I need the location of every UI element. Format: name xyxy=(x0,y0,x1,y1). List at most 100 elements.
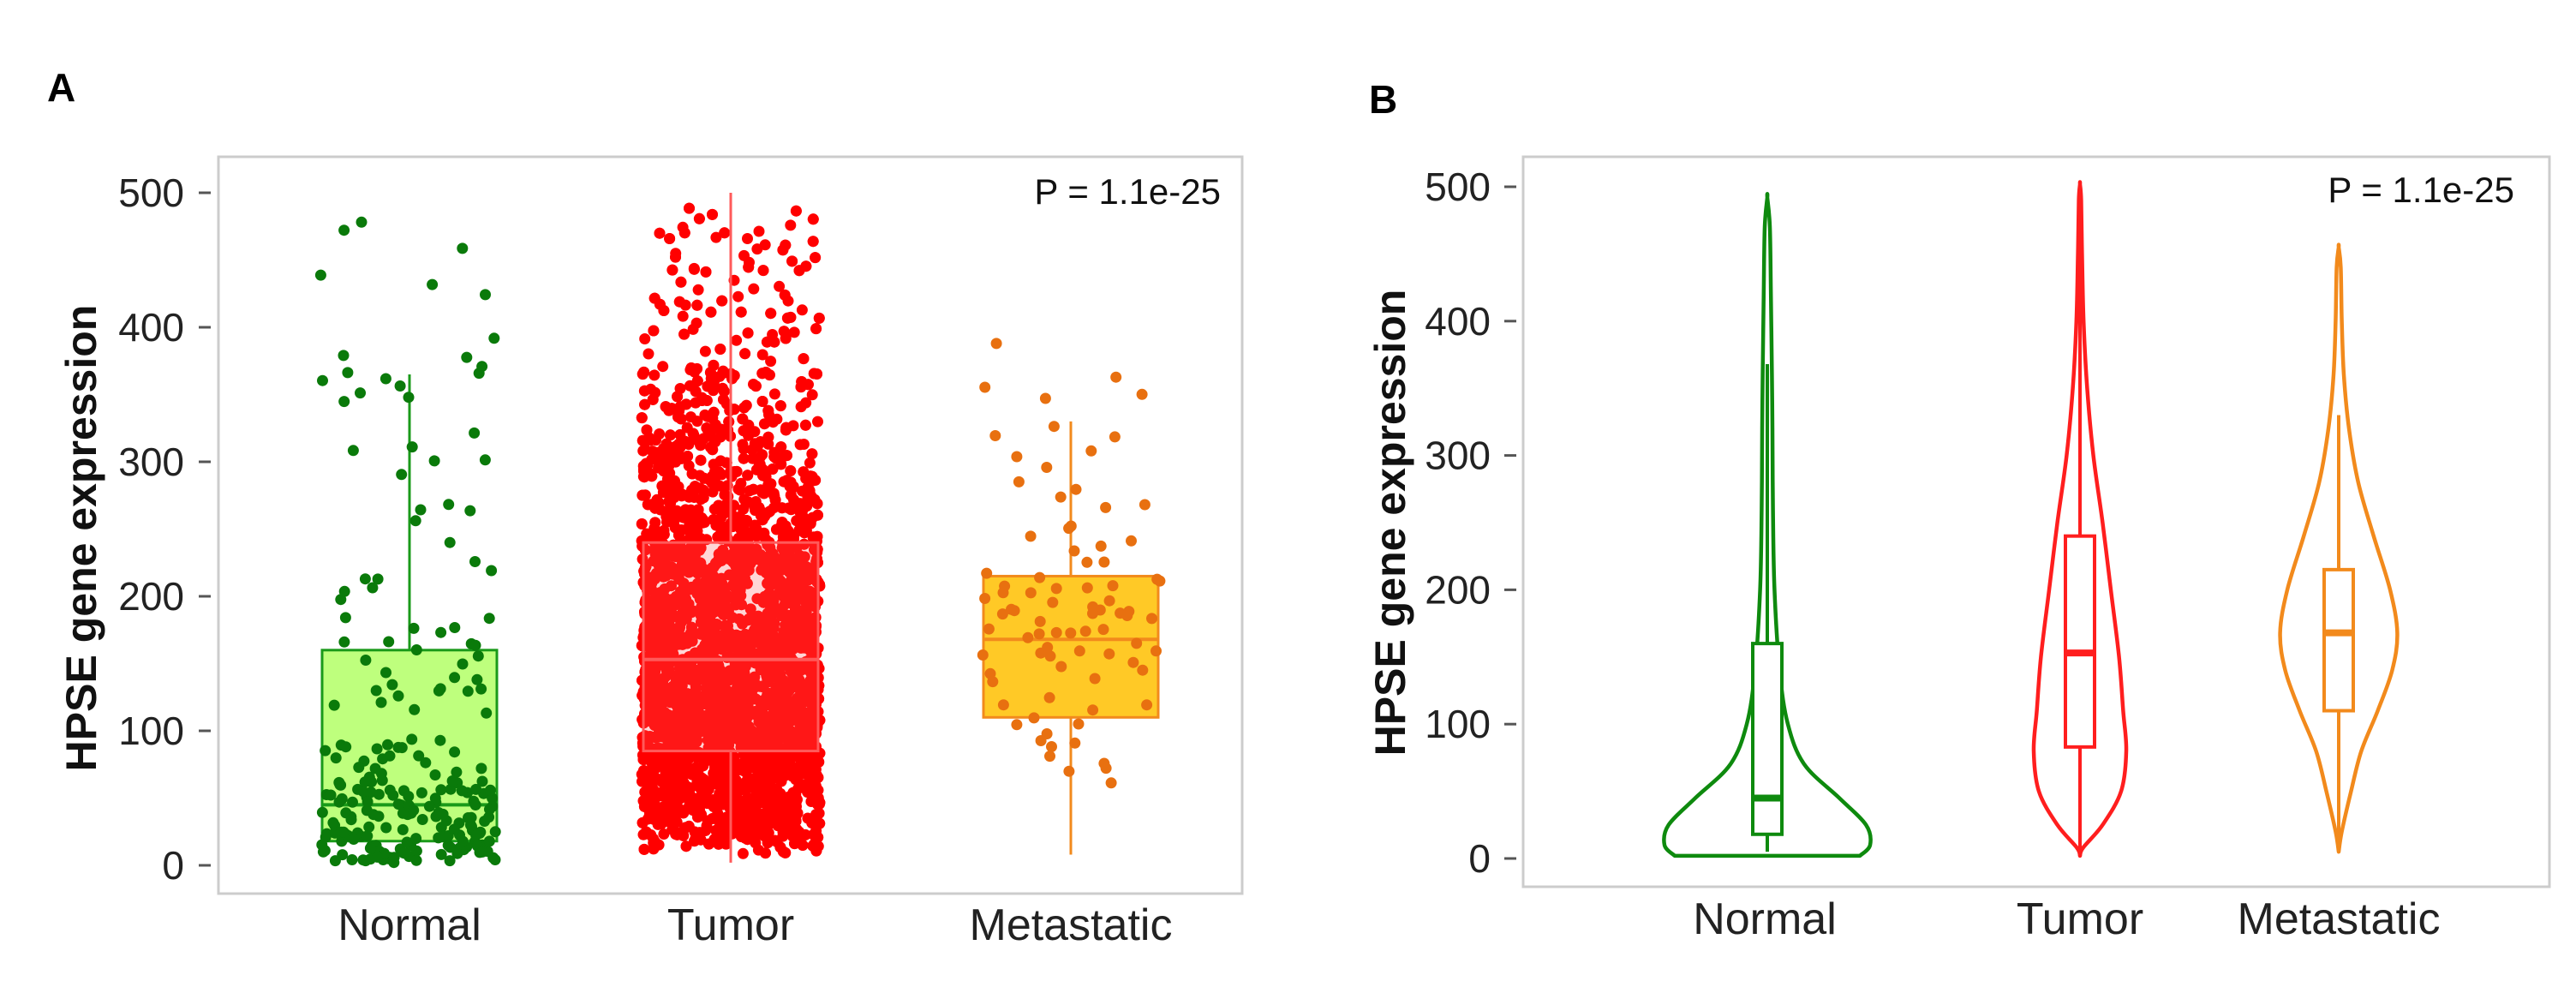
tumor-point xyxy=(735,306,747,318)
tumor-point xyxy=(800,397,812,409)
tumor-point xyxy=(806,511,818,523)
panel-b-x-label-metastatic: Metastatic xyxy=(2238,894,2441,944)
tumor-point xyxy=(804,485,816,497)
metastatic-point xyxy=(1069,737,1081,749)
normal-point xyxy=(428,455,440,467)
metastatic-point xyxy=(1131,637,1143,649)
tumor-point xyxy=(810,323,822,335)
panel-a-x-label-tumor: Tumor xyxy=(667,900,794,950)
normal-point xyxy=(409,703,421,715)
tumor-point xyxy=(745,801,757,813)
normal-point xyxy=(317,846,329,858)
normal-point xyxy=(317,374,328,386)
metastatic-point xyxy=(1110,371,1122,383)
normal-point xyxy=(461,351,473,363)
metastatic-point xyxy=(1033,628,1045,640)
tumor-point xyxy=(668,475,680,487)
normal-point xyxy=(427,278,439,290)
metastatic-point xyxy=(979,381,991,393)
panel-b-y-tick-label: 300 xyxy=(1425,434,1491,478)
tumor-point xyxy=(673,296,685,308)
tumor-point xyxy=(756,349,768,361)
normal-point xyxy=(406,733,418,745)
tumor-point xyxy=(682,781,694,793)
tumor-point xyxy=(806,817,818,828)
tumor-point xyxy=(685,751,697,763)
metastatic-point xyxy=(1107,580,1119,592)
panel-b-y-axis-title: HPSE gene expression xyxy=(1366,290,1414,757)
normal-point xyxy=(484,804,495,816)
tumor-point xyxy=(654,227,666,239)
tumor-point xyxy=(751,243,763,255)
tumor-point xyxy=(790,811,802,823)
panel-a-tumor-box xyxy=(642,541,820,753)
tumor-point xyxy=(757,265,769,277)
metastatic-point xyxy=(1034,571,1046,583)
panel-a-y-tick-label: 300 xyxy=(118,440,184,484)
tumor-point xyxy=(638,843,650,855)
normal-point xyxy=(444,536,456,548)
panel-a-x-label-normal: Normal xyxy=(338,900,481,950)
tumor-point xyxy=(762,431,774,443)
tumor-point xyxy=(714,787,726,799)
normal-point xyxy=(338,350,350,362)
normal-point xyxy=(334,779,346,791)
tumor-point xyxy=(811,368,822,380)
normal-point xyxy=(353,762,365,774)
normal-point xyxy=(339,612,351,624)
normal-point xyxy=(376,775,388,787)
metastatic-point xyxy=(1126,535,1137,547)
normal-point xyxy=(327,817,339,828)
tumor-point xyxy=(793,265,805,277)
tumor-point xyxy=(810,771,821,783)
normal-point xyxy=(470,783,482,795)
tumor-point xyxy=(685,362,697,374)
normal-point xyxy=(483,613,495,625)
normal-point xyxy=(355,387,366,399)
panel-b-violins xyxy=(1662,180,2400,858)
normal-point xyxy=(483,835,495,847)
tumor-point xyxy=(708,768,720,779)
tumor-point xyxy=(719,367,730,379)
tumor-point xyxy=(684,411,696,423)
tumor-point xyxy=(807,475,819,487)
tumor-point xyxy=(774,400,786,412)
tumor-point xyxy=(680,398,692,410)
tumor-point xyxy=(760,847,771,859)
normal-point xyxy=(320,831,332,843)
tumor-point xyxy=(750,464,762,476)
tumor-point xyxy=(771,413,783,425)
normal-point xyxy=(423,800,435,812)
panel-a-y-tick-label: 200 xyxy=(118,574,184,619)
tumor-point xyxy=(807,236,819,248)
tumor-point xyxy=(714,344,726,355)
normal-point xyxy=(406,441,418,453)
metastatic-point xyxy=(1123,606,1135,618)
tumor-point xyxy=(756,396,768,407)
panel-b-y-tick-label: 0 xyxy=(1468,836,1491,881)
tumor-point xyxy=(737,847,749,859)
normal-point xyxy=(448,823,460,835)
metastatic-point xyxy=(1048,421,1060,433)
normal-point xyxy=(435,626,447,638)
normal-point xyxy=(446,775,458,787)
tumor-point xyxy=(754,503,765,515)
normal-point xyxy=(342,367,354,379)
tumor-point xyxy=(793,524,805,536)
tumor-point xyxy=(774,773,786,785)
tumor-point xyxy=(719,489,731,500)
tumor-point xyxy=(707,208,718,220)
normal-point xyxy=(359,573,371,585)
tumor-point xyxy=(790,774,802,785)
normal-point xyxy=(397,823,409,835)
normal-point xyxy=(369,763,381,775)
normal-point xyxy=(338,636,350,648)
metastatic-point xyxy=(1137,664,1149,676)
tumor-point xyxy=(709,419,721,431)
metastatic-point xyxy=(990,338,1002,350)
tumor-point xyxy=(748,283,760,295)
tumor-point xyxy=(684,202,695,214)
normal-point xyxy=(403,392,415,404)
metastatic-point xyxy=(1063,765,1075,777)
